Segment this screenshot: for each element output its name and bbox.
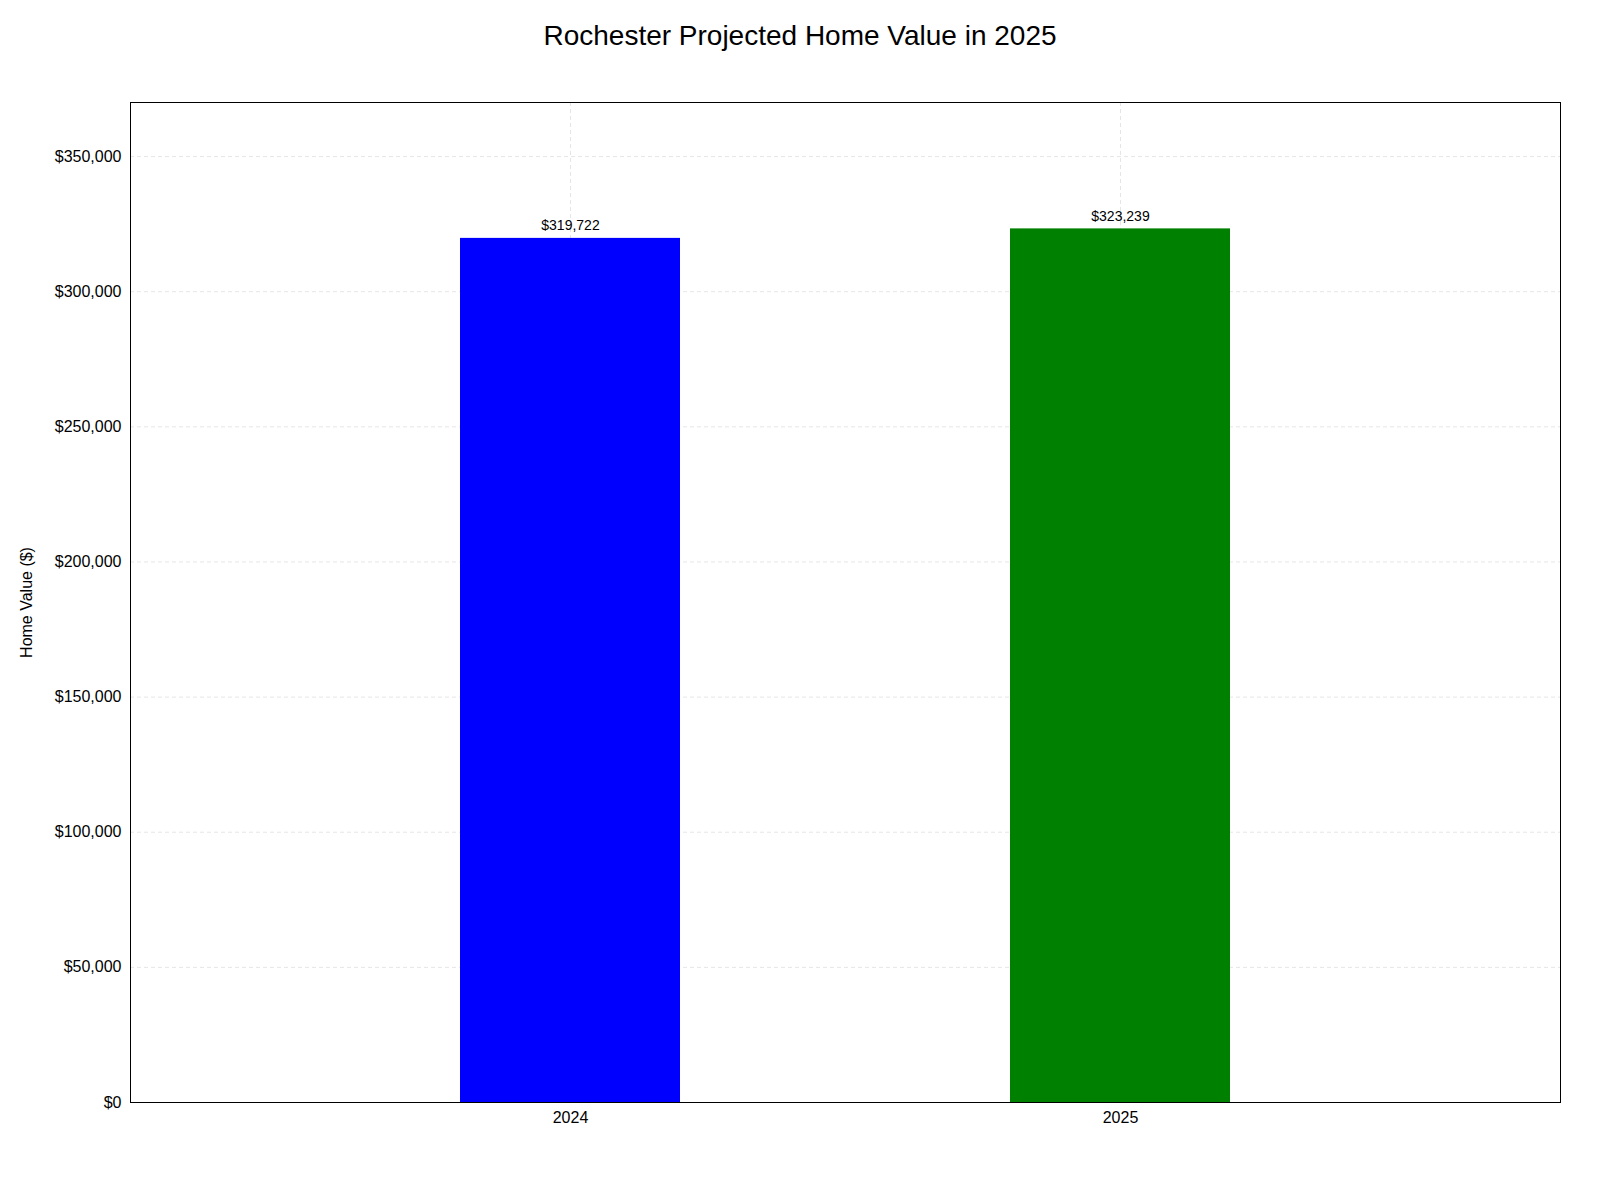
svg-text:2024: 2024 [553,1109,589,1126]
svg-text:$300,000: $300,000 [55,283,122,300]
svg-text:$250,000: $250,000 [55,418,122,435]
svg-text:$319,722: $319,722 [541,217,600,233]
svg-text:$350,000: $350,000 [55,148,122,165]
svg-text:$0: $0 [104,1094,122,1111]
svg-text:$200,000: $200,000 [55,553,122,570]
svg-text:$50,000: $50,000 [64,958,122,975]
svg-text:Home Value ($): Home Value ($) [18,547,35,658]
html-text:Rochester Projected Home Value: Rochester Projected Home Value in 2025 [543,20,1057,51]
svg-text:$150,000: $150,000 [55,688,122,705]
svg-text:$100,000: $100,000 [55,823,122,840]
svg-text:$323,239: $323,239 [1091,208,1150,224]
svg-text:2025: 2025 [1103,1109,1139,1126]
